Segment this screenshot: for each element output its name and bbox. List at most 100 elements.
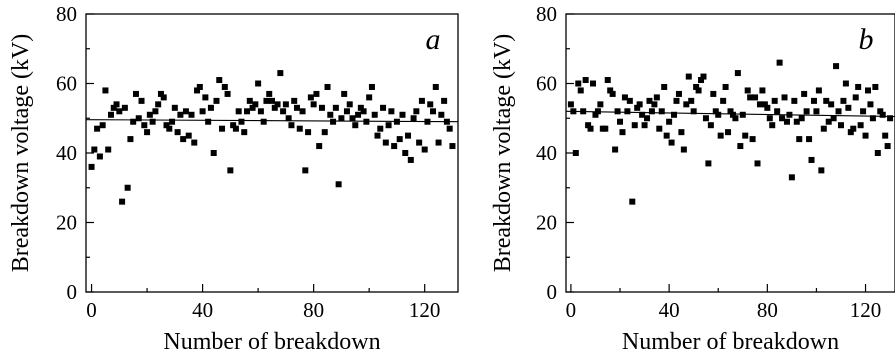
data-point (396, 136, 403, 143)
data-point (346, 101, 353, 108)
data-point (570, 108, 577, 115)
data-point (302, 167, 309, 174)
data-point (771, 97, 778, 104)
data-point (806, 136, 813, 143)
data-point (744, 87, 751, 94)
data-point (432, 83, 439, 90)
data-point (887, 115, 894, 122)
x-tick-label: 80 (757, 298, 778, 322)
data-point (874, 150, 881, 156)
data-point (781, 94, 788, 101)
data-point (202, 94, 209, 101)
data-point (307, 94, 314, 101)
data-point (110, 104, 117, 111)
data-point (727, 108, 734, 115)
x-tick-label: 0 (86, 298, 97, 322)
data-point (141, 122, 148, 129)
data-point (274, 101, 281, 108)
data-point (612, 146, 619, 153)
x-tick-label: 40 (659, 298, 680, 322)
data-point (277, 70, 284, 77)
data-point (764, 104, 771, 111)
data-point (779, 115, 786, 122)
data-point (191, 139, 198, 146)
data-point (597, 101, 604, 108)
data-point (759, 87, 766, 94)
data-point (269, 97, 275, 104)
data-point (798, 115, 805, 122)
data-point (837, 122, 844, 129)
data-point (241, 129, 248, 136)
data-point (590, 80, 597, 87)
data-point (152, 108, 159, 115)
data-point (604, 77, 611, 84)
data-point (835, 108, 842, 115)
panel-letter: a (426, 23, 441, 56)
data-point (651, 101, 658, 108)
data-point (761, 101, 768, 108)
data-point (374, 132, 381, 139)
data-point (715, 111, 722, 118)
data-point (747, 94, 754, 101)
data-point (232, 125, 239, 132)
x-tick-label: 120 (409, 298, 441, 322)
data-point (213, 97, 220, 104)
data-point (441, 97, 448, 104)
data-point (421, 146, 428, 153)
data-point (435, 139, 442, 146)
data-point (818, 167, 825, 174)
data-point (766, 115, 773, 122)
data-point (828, 101, 835, 108)
data-point (648, 108, 655, 115)
y-tick-label: 60 (536, 72, 557, 96)
data-point (121, 104, 128, 111)
y-tick-label: 80 (56, 2, 77, 26)
data-point (135, 115, 142, 122)
data-point (756, 101, 763, 108)
data-point (656, 125, 663, 132)
data-point (737, 143, 744, 150)
data-point (700, 73, 707, 80)
data-point (707, 122, 714, 129)
data-point (99, 122, 106, 129)
data-point (857, 122, 864, 129)
data-point (316, 143, 323, 150)
data-point (343, 108, 350, 115)
data-point (216, 77, 223, 84)
data-point (257, 108, 264, 115)
data-point (157, 90, 164, 97)
data-point (734, 70, 741, 77)
data-point (582, 77, 589, 84)
y-axis-label: Breakdown voltage (kV) (490, 34, 516, 273)
data-point (624, 108, 631, 115)
data-point (732, 115, 739, 122)
data-point (293, 104, 300, 111)
data-point (810, 97, 817, 104)
data-point (416, 139, 423, 146)
data-point (391, 143, 398, 150)
data-point (341, 90, 348, 97)
chart-panel-b: 0 20 40 60 80 0 40 80 120 Number of breakdown Brea… (490, 2, 895, 355)
data-point (867, 101, 874, 108)
data-point (722, 83, 729, 90)
data-point (194, 87, 201, 94)
data-point (313, 90, 320, 97)
data-point (631, 122, 638, 129)
data-point (88, 163, 95, 170)
data-point (823, 97, 830, 104)
data-point (410, 115, 417, 122)
data-point (695, 87, 702, 94)
data-point (407, 156, 414, 163)
data-point (418, 97, 425, 104)
data-point (424, 118, 431, 125)
data-point (402, 150, 409, 156)
data-point (377, 125, 384, 132)
data-point (166, 125, 173, 132)
data-point (786, 111, 793, 118)
data-point (127, 136, 134, 143)
data-point (769, 122, 776, 129)
data-point (646, 97, 653, 104)
data-point (227, 167, 234, 174)
data-point (629, 198, 636, 205)
y-tick-label: 60 (56, 72, 77, 96)
